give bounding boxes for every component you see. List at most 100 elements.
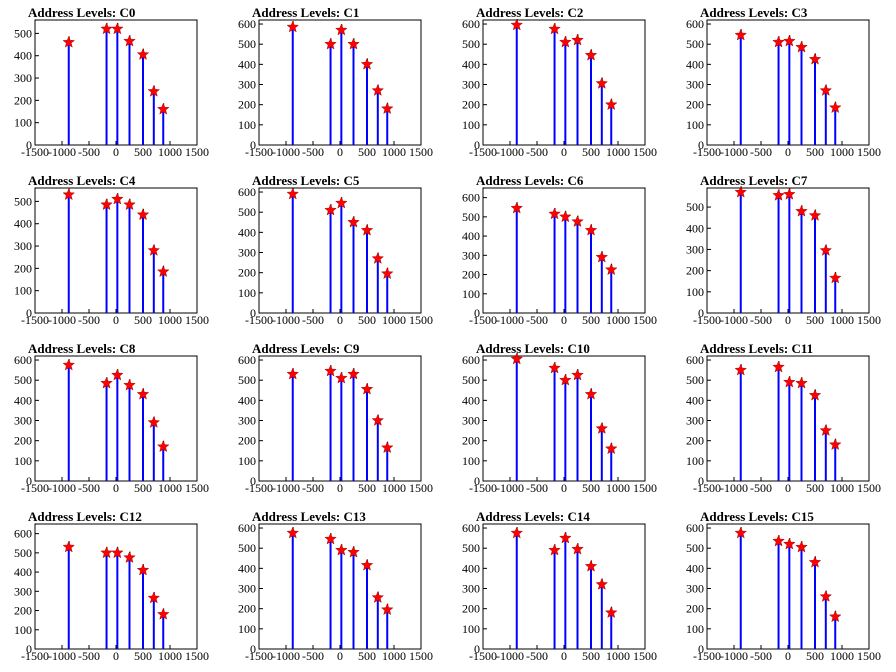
peak-marker xyxy=(510,352,523,365)
y-tick-label: 200 xyxy=(462,602,480,616)
y-tick-label: 500 xyxy=(14,26,32,40)
x-tick-label: 1000 xyxy=(606,145,630,159)
peak-marker xyxy=(100,376,113,389)
peak-marker xyxy=(111,368,124,381)
y-tick-label: 300 xyxy=(14,584,32,598)
chart-panel: Address Levels: C0 0 100 200 300 400 500 -1500-… xyxy=(0,0,224,168)
peak-marker xyxy=(100,546,113,559)
x-tick-label: -1500 xyxy=(693,481,721,495)
x-tick-label: 500 xyxy=(134,145,152,159)
y-tick-label: 200 xyxy=(14,93,32,107)
peak-marker xyxy=(559,35,572,48)
y-tick-label: 600 xyxy=(462,191,480,205)
x-tick-label: 1500 xyxy=(185,649,209,663)
peak-marker xyxy=(808,52,822,65)
y-tick-label: 200 xyxy=(14,604,32,618)
histogram-plot: 0 100 200 300 400 500 -1500 -1000 -500 0 500 1000 15… xyxy=(686,185,881,327)
x-tick-label: -500 xyxy=(750,649,772,663)
histogram-plot: 0 100 200 300 400 500 600 -1500 -1000 -500 0 500 100… xyxy=(238,17,433,159)
peak-marker xyxy=(62,540,75,553)
x-tick-label: -500 xyxy=(526,481,548,495)
chart-title: Address Levels: C3 xyxy=(700,5,808,20)
x-tick-label: -1000 xyxy=(720,313,748,327)
chart-panel: Address Levels: C13 0 100 200 300 400 500 600 -1… xyxy=(224,504,448,672)
histogram-plot: 0 100 200 300 400 500 600 -1500 -1000 -500 0 500 100… xyxy=(686,17,881,159)
peak-marker xyxy=(111,192,124,205)
y-tick-label: 0 xyxy=(474,138,480,152)
x-tick-label: 1500 xyxy=(633,145,657,159)
y-tick-label: 400 xyxy=(238,225,256,239)
y-tick-label: 100 xyxy=(686,285,704,299)
x-tick-label: 1000 xyxy=(382,145,406,159)
x-tick-label: 1500 xyxy=(633,649,657,663)
peak-marker xyxy=(286,20,299,33)
peak-marker xyxy=(783,537,796,550)
plot-frame xyxy=(258,523,422,650)
peak-marker xyxy=(548,207,561,220)
peak-marker xyxy=(335,371,348,384)
y-tick-label: 500 xyxy=(238,205,256,219)
plot-frame xyxy=(706,187,870,314)
x-tick-label: 1500 xyxy=(857,649,881,663)
y-tick-label: 300 xyxy=(686,582,704,596)
y-tick-label: 500 xyxy=(686,37,704,51)
peak-marker xyxy=(772,534,785,547)
peak-marker xyxy=(595,76,609,89)
chart-title: Address Levels: C8 xyxy=(28,341,136,356)
x-tick-label: -1500 xyxy=(21,145,49,159)
y-tick-label: 300 xyxy=(238,582,256,596)
y-tick-label: 100 xyxy=(462,287,480,301)
y-tick-label: 500 xyxy=(686,373,704,387)
y-tick-label: 300 xyxy=(14,239,32,253)
histogram-plot: 0 100 200 300 400 500 600 -1500 -1000 -500 0 500 100… xyxy=(462,521,657,663)
y-tick-label: 600 xyxy=(686,353,704,367)
chart-title: Address Levels: C7 xyxy=(700,173,808,188)
y-tick-label: 0 xyxy=(26,306,32,320)
x-tick-label: 1000 xyxy=(830,313,854,327)
x-tick-label: 500 xyxy=(806,481,824,495)
y-tick-label: 0 xyxy=(26,642,32,656)
y-tick-label: 0 xyxy=(698,642,704,656)
y-tick-label: 500 xyxy=(238,37,256,51)
y-tick-label: 300 xyxy=(462,582,480,596)
peak-marker xyxy=(819,424,833,436)
x-tick-label: -500 xyxy=(302,649,324,663)
chart-title: Address Levels: C1 xyxy=(252,5,360,20)
x-tick-label: -500 xyxy=(526,145,548,159)
y-tick-label: 600 xyxy=(14,527,32,541)
plot-frame xyxy=(706,355,870,482)
y-tick-label: 500 xyxy=(462,541,480,555)
y-tick-label: 400 xyxy=(14,565,32,579)
y-tick-label: 0 xyxy=(698,474,704,488)
y-tick-label: 200 xyxy=(462,98,480,112)
y-tick-label: 600 xyxy=(462,353,480,367)
chart-title: Address Levels: C13 xyxy=(252,509,366,524)
x-tick-label: -1000 xyxy=(496,145,524,159)
y-tick-label: 200 xyxy=(238,602,256,616)
y-tick-label: 200 xyxy=(462,268,480,282)
peak-marker xyxy=(347,545,360,558)
peak-marker xyxy=(123,378,136,391)
x-tick-label: 0 xyxy=(561,649,567,663)
peak-marker xyxy=(371,591,385,603)
x-tick-label: 1500 xyxy=(185,481,209,495)
histogram-plot: 0 100 200 300 400 500 600 -1500 -1000 -500 0 500 100… xyxy=(14,353,209,495)
x-tick-label: 0 xyxy=(337,313,343,327)
chart-title: Address Levels: C11 xyxy=(700,341,814,356)
y-tick-label: 100 xyxy=(238,286,256,300)
y-tick-label: 200 xyxy=(686,602,704,616)
peak-marker xyxy=(584,48,598,61)
peak-marker xyxy=(605,98,618,110)
x-tick-label: -500 xyxy=(78,649,100,663)
y-tick-label: 500 xyxy=(238,541,256,555)
chart-panel: Address Levels: C15 0 100 200 300 400 500 600 -1… xyxy=(672,504,896,672)
peak-marker xyxy=(100,198,113,211)
x-tick-label: 1500 xyxy=(857,145,881,159)
x-tick-label: 500 xyxy=(806,313,824,327)
peak-marker xyxy=(734,28,747,41)
histogram-plot: 0 100 200 300 400 500 600 -1500 -1000 -500 0 500 100… xyxy=(462,17,657,159)
x-tick-label: -1000 xyxy=(48,481,76,495)
x-tick-label: -500 xyxy=(78,481,100,495)
y-tick-label: 600 xyxy=(238,521,256,535)
